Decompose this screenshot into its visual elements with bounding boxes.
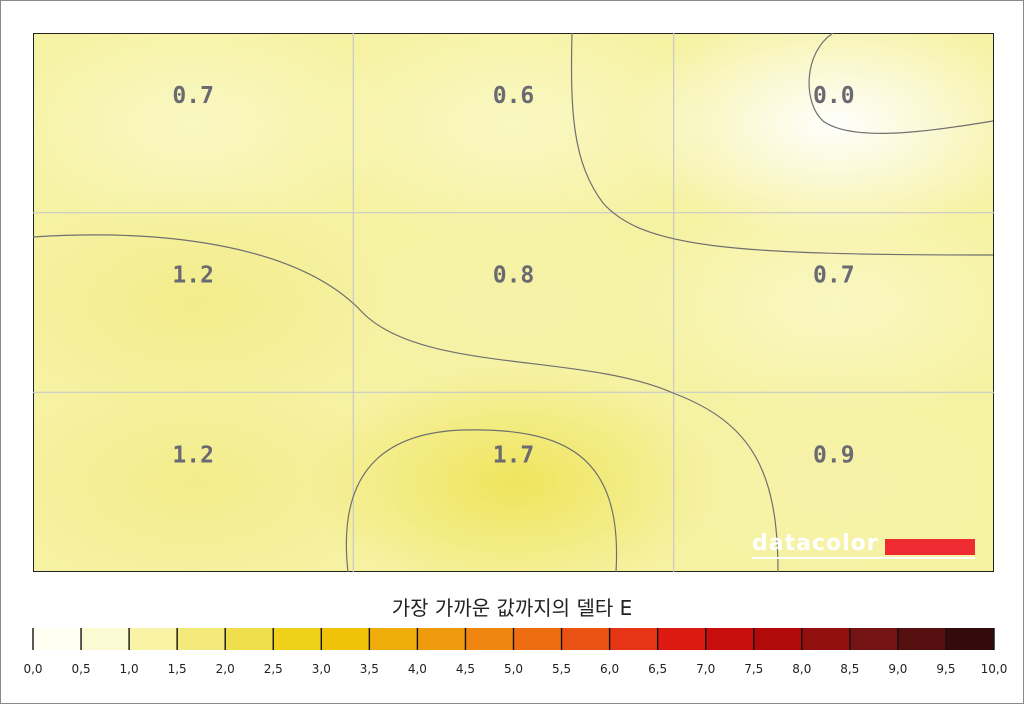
legend-tick-label: 4,5 [456, 662, 475, 676]
legend-swatch [129, 628, 178, 650]
color-scale-legend: 0,0 0,5 1,0 1,5 2,0 2,5 3,0 3,5 4,0 4,5 5,0 5,5 6,0 6… [23, 628, 1007, 676]
heatmap-overlay: 0.7 0.6 0.0 1.2 0.8 0.7 1.2 1.7 0.9 [33, 33, 994, 572]
legend-tick-label: 5,0 [504, 662, 523, 676]
cell-value-label: 1.2 [172, 442, 214, 468]
legend-tick-label: 2,5 [264, 662, 283, 676]
datacolor-underline [752, 557, 975, 559]
cell-value-label: 1.2 [172, 263, 214, 289]
legend-swatch [33, 628, 82, 650]
legend-tick-label: 7,5 [744, 662, 763, 676]
legend-swatch [417, 628, 466, 650]
cell-value-label: 1.7 [493, 442, 535, 468]
legend-tick-label: 6,0 [600, 662, 619, 676]
legend-tick-label: 4,0 [408, 662, 427, 676]
legend-swatch [657, 628, 707, 650]
cell-value-label: 0.7 [172, 83, 214, 109]
legend-tick-label: 1,5 [168, 662, 187, 676]
legend-swatch [753, 628, 803, 650]
legend-swatch [273, 628, 322, 650]
legend-title: 가장 가까운 값까지의 델타 E [391, 596, 633, 620]
legend-tick-label: 7,0 [696, 662, 715, 676]
legend-tick-label: 9,0 [888, 662, 907, 676]
legend-tick-labels: 0,0 0,5 1,0 1,5 2,0 2,5 3,0 3,5 4,0 4,5 5,0 5,5 6,0 6… [23, 662, 1007, 676]
legend-tick-label: 10,0 [981, 662, 1008, 676]
legend-swatch [897, 628, 947, 650]
datacolor-red-bar [885, 539, 975, 555]
legend-swatch [705, 628, 755, 650]
legend-tick-label: 0,5 [72, 662, 91, 676]
cell-value-label: 0.7 [813, 263, 855, 289]
legend-swatch [801, 628, 851, 650]
cell-value-label: 0.0 [813, 83, 855, 109]
legend-tick-label: 9,5 [936, 662, 955, 676]
legend-swatch [465, 628, 514, 650]
legend-tick-label: 1,0 [120, 662, 139, 676]
legend-swatch [369, 628, 418, 650]
legend-tick-label: 6,5 [648, 662, 667, 676]
contour-line [570, 33, 994, 256]
legend-ticks [32, 628, 995, 650]
legend-swatch [321, 628, 370, 650]
legend-swatch [609, 628, 659, 650]
legend-swatches [33, 628, 995, 650]
legend-tick-label: 8,0 [792, 662, 811, 676]
contour-line [345, 429, 618, 572]
datacolor-wordmark: datacolor [752, 531, 879, 556]
contour-lines [33, 33, 994, 572]
cell-value-label: 0.8 [493, 263, 535, 289]
legend-swatch [225, 628, 274, 650]
legend-tick-label: 2,0 [216, 662, 235, 676]
cell-value-labels: 0.7 0.6 0.0 1.2 0.8 0.7 1.2 1.7 0.9 [172, 83, 854, 468]
grid-lines [33, 33, 994, 572]
contour-line [33, 234, 779, 572]
legend-tick-label: 0,0 [23, 662, 42, 676]
legend-swatch [177, 628, 226, 650]
legend-tick-label: 8,5 [840, 662, 859, 676]
cell-value-label: 0.6 [493, 83, 535, 109]
legend-tick-label: 3,5 [360, 662, 379, 676]
legend-swatch [513, 628, 563, 650]
legend-swatch [81, 628, 130, 650]
cell-value-label: 0.9 [813, 442, 855, 468]
legend-tick-label: 3,0 [312, 662, 331, 676]
contour-line [808, 33, 994, 134]
legend-swatch [561, 628, 611, 650]
legend-swatch [849, 628, 899, 650]
legend-swatch [945, 628, 995, 650]
legend-tick-label: 5,5 [552, 662, 571, 676]
